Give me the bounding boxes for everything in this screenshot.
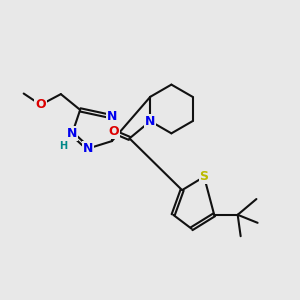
Text: H: H bbox=[59, 141, 67, 151]
Text: O: O bbox=[35, 98, 46, 111]
Text: N: N bbox=[145, 115, 155, 128]
Text: N: N bbox=[107, 110, 117, 123]
Text: O: O bbox=[109, 125, 119, 138]
Text: S: S bbox=[200, 170, 208, 183]
Text: N: N bbox=[83, 142, 93, 155]
Text: N: N bbox=[67, 127, 77, 140]
